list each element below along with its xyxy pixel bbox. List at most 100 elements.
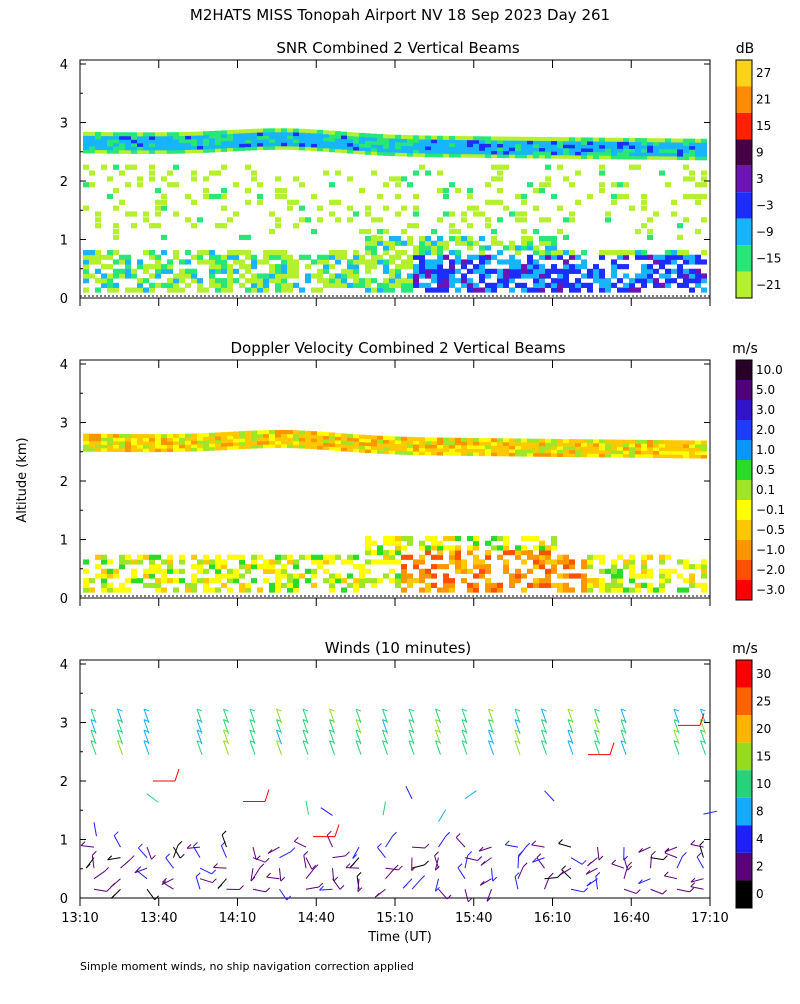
snr-cell: [491, 283, 497, 288]
snr-cell: [149, 132, 155, 136]
wind-barb-flag: [111, 883, 115, 887]
snr-cell: [197, 149, 203, 153]
snr-cell: [641, 194, 647, 199]
doppler-cell: [461, 452, 467, 456]
doppler-cell: [563, 583, 569, 588]
colorbar-swatch: [736, 715, 752, 743]
snr-cell: [563, 151, 569, 155]
doppler-cell: [581, 446, 587, 450]
snr-cell: [113, 150, 119, 154]
doppler-cell: [371, 541, 377, 546]
doppler-cell: [677, 444, 683, 448]
doppler-cell: [659, 451, 665, 455]
x-tick-label: 13:40: [140, 911, 177, 926]
doppler-cell: [251, 438, 257, 442]
snr-cell: [467, 143, 473, 147]
snr-cell: [539, 269, 545, 274]
snr-cell: [689, 149, 695, 153]
doppler-cell: [461, 569, 467, 574]
doppler-cell: [137, 559, 143, 564]
colorbar-label: −3: [756, 198, 774, 212]
doppler-cell: [365, 559, 371, 564]
snr-cell: [425, 269, 431, 274]
doppler-cell: [233, 435, 239, 439]
snr-cell: [665, 142, 671, 146]
doppler-cell: [251, 564, 257, 569]
snr-cell: [569, 155, 575, 159]
doppler-cell: [275, 437, 281, 441]
snr-cell: [305, 143, 311, 147]
doppler-cell: [215, 436, 221, 440]
snr-cell: [149, 176, 155, 181]
wind-barb-flag: [691, 840, 695, 844]
snr-cell: [659, 138, 665, 142]
colorbar-label: 15: [756, 749, 771, 763]
doppler-cell: [185, 583, 191, 588]
doppler-cell: [89, 587, 95, 592]
doppler-cell: [371, 439, 377, 443]
snr-cell: [119, 150, 125, 154]
wind-barb-flag: [596, 872, 600, 876]
snr-cell: [155, 206, 161, 211]
wind-barb: [94, 822, 96, 836]
doppler-cell: [311, 431, 317, 435]
doppler-cell: [521, 573, 527, 578]
doppler-cell: [539, 442, 545, 446]
doppler-cell: [275, 433, 281, 437]
snr-cell: [341, 273, 347, 278]
snr-cell: [419, 153, 425, 157]
doppler-cell: [347, 434, 353, 438]
snr-cell: [473, 140, 479, 144]
y-tick-label: 3: [60, 717, 68, 732]
snr-cell: [527, 259, 533, 264]
snr-cell: [653, 255, 659, 260]
snr-cell: [431, 136, 437, 140]
snr-cell: [323, 278, 329, 283]
doppler-cell: [353, 564, 359, 569]
doppler-cell: [455, 564, 461, 569]
snr-cell: [83, 259, 89, 264]
snr-cell: [593, 264, 599, 269]
snr-cell: [611, 145, 617, 149]
snr-cell: [83, 149, 89, 153]
snr-cell: [293, 264, 299, 269]
snr-cell: [143, 278, 149, 283]
doppler-cell: [563, 587, 569, 592]
snr-cell: [509, 273, 515, 278]
doppler-panel: Doppler Velocity Combined 2 Vertical Bea…: [60, 339, 785, 607]
doppler-cell: [671, 569, 677, 574]
wind-barb: [166, 858, 174, 868]
snr-cell: [533, 229, 539, 234]
snr-cell: [119, 273, 125, 278]
wind-barb: [138, 848, 147, 858]
snr-cell: [161, 235, 167, 240]
wind-barb: [306, 801, 309, 815]
doppler-cell: [323, 569, 329, 574]
doppler-cell: [509, 573, 515, 578]
snr-cell: [617, 145, 623, 149]
wind-barb-flag: [559, 840, 563, 844]
doppler-cell: [167, 555, 173, 560]
doppler-cell: [641, 573, 647, 578]
doppler-cell: [311, 583, 317, 588]
snr-cell: [563, 259, 569, 264]
snr-cell: [563, 283, 569, 288]
doppler-cell: [245, 445, 251, 449]
snr-cell: [125, 132, 131, 136]
doppler-cell: [95, 441, 101, 445]
doppler-cell: [677, 447, 683, 451]
snr-cell: [689, 278, 695, 283]
snr-cell: [701, 217, 707, 222]
snr-cell: [677, 139, 683, 143]
doppler-cell: [431, 541, 437, 546]
doppler-cell: [299, 431, 305, 435]
snr-cell: [401, 153, 407, 157]
snr-cell: [371, 170, 377, 175]
snr-cell: [407, 182, 413, 187]
doppler-cell: [563, 453, 569, 457]
doppler-cell: [317, 559, 323, 564]
doppler-cell: [209, 443, 215, 447]
doppler-cell: [215, 569, 221, 574]
snr-cell: [371, 217, 377, 222]
snr-cell: [215, 134, 221, 138]
